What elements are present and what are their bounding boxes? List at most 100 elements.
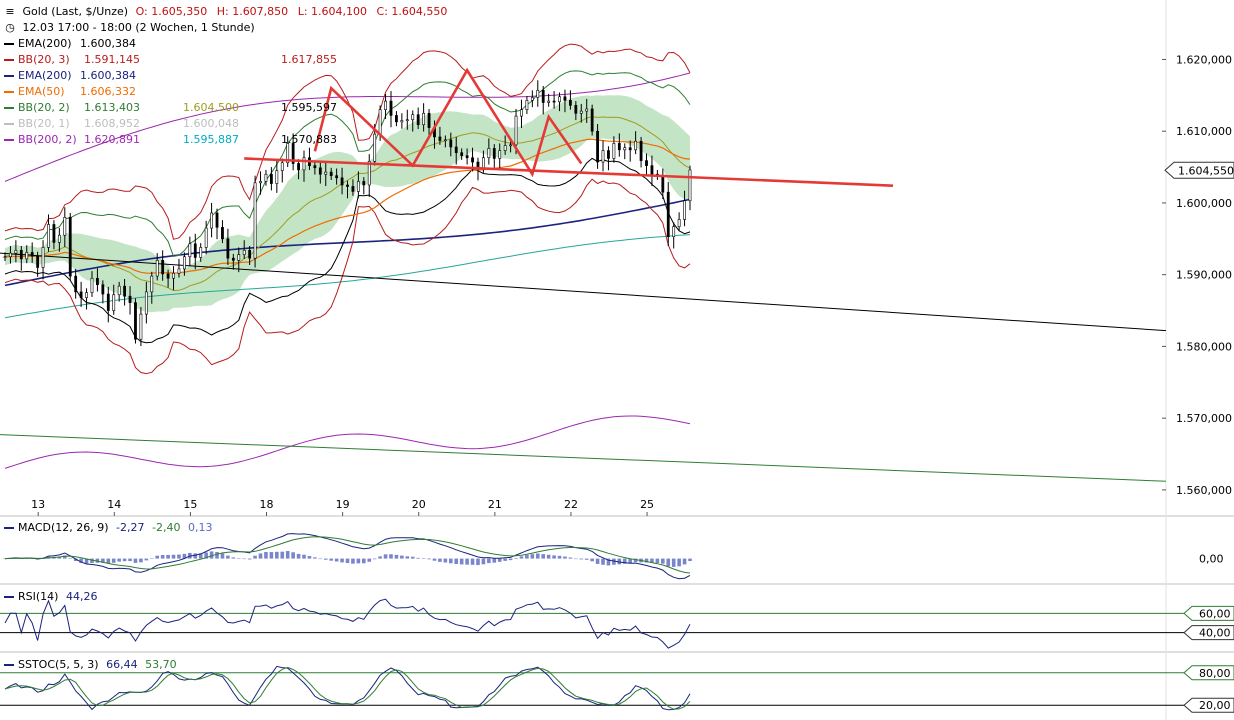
candle: [460, 152, 464, 156]
candle: [552, 100, 556, 103]
macd-histogram-bar: [226, 555, 230, 559]
macd-histogram-bar: [389, 554, 393, 559]
candle: [3, 256, 7, 259]
legend-value: 1.620,891: [84, 133, 140, 146]
macd-histogram-bar: [128, 558, 132, 562]
indicator-level-tag: [1183, 625, 1234, 641]
macd-histogram-bar: [606, 558, 611, 566]
macd-histogram-bar: [302, 554, 306, 559]
legend-value: 1.600,384: [80, 69, 136, 82]
candle: [275, 170, 279, 184]
legend-row: EMA(200) 1.600,384: [4, 68, 447, 84]
candle: [231, 257, 235, 261]
macd-histogram-bar: [367, 558, 372, 562]
candle: [106, 293, 110, 311]
legend-label: EMA(200): [18, 69, 72, 82]
candle: [634, 140, 638, 151]
macd-histogram-bar: [84, 558, 89, 564]
candle: [210, 212, 213, 229]
candle: [672, 226, 676, 237]
sstoc-label: SSTOC(5, 5, 3): [18, 658, 99, 671]
candle: [416, 114, 420, 126]
candle: [161, 260, 165, 275]
legend-label: BB(20, 1): [18, 117, 70, 130]
macd-histogram-bar: [563, 556, 567, 559]
legend-label: BB(20, 2): [18, 101, 70, 114]
macd-histogram-bar: [90, 558, 94, 563]
macd-histogram-bar: [584, 558, 589, 560]
macd-histogram-bar: [628, 558, 632, 564]
macd-histogram-bar: [633, 558, 638, 563]
legend-row: BB(20, 2) 1.613,403 1.604,500 1.595,597: [4, 100, 447, 116]
macd-histogram-bar: [465, 558, 469, 565]
candle: [536, 90, 540, 98]
macd-label-row: MACD(12, 26, 9) -2,27 -2,40 0,13: [4, 521, 212, 534]
header-row: ≡ Gold (Last, $/Unze) O: 1.605,350 H: 1.…: [4, 4, 447, 20]
candle: [612, 143, 616, 159]
macd-histogram-bar: [508, 558, 513, 561]
candle: [558, 96, 561, 103]
macd-histogram-bar: [410, 556, 415, 559]
macd-histogram-bar: [63, 555, 67, 559]
candle: [324, 171, 328, 175]
rsi-value: 44,26: [65, 590, 98, 603]
macd-histogram-bar: [514, 558, 518, 559]
candle: [204, 227, 208, 248]
candle: [617, 143, 621, 151]
macd-histogram-bar: [334, 558, 339, 562]
macd-histogram-bar: [351, 558, 355, 564]
candle: [465, 155, 469, 159]
macd-histogram-bar: [378, 556, 382, 559]
macd-histogram-bar: [612, 558, 616, 565]
x-tick-label: 13: [31, 498, 45, 511]
macd-histogram-bar: [133, 558, 138, 563]
macd-histogram-bar: [552, 555, 556, 559]
candle: [329, 171, 333, 176]
candle: [25, 252, 29, 260]
candle: [68, 216, 72, 277]
macd-histogram-bar: [432, 558, 437, 561]
macd-histogram-bar: [198, 553, 203, 559]
macd-histogram-bar: [661, 558, 665, 564]
macd-histogram-bar: [546, 554, 551, 559]
macd-histogram-bar: [688, 558, 692, 562]
candle: [400, 120, 404, 123]
candle: [79, 291, 83, 298]
macd-histogram-bar: [601, 558, 605, 565]
candle: [101, 284, 105, 295]
candle: [253, 182, 257, 259]
x-tick-label: 19: [336, 498, 350, 511]
candle: [193, 243, 197, 258]
candle: [340, 177, 344, 186]
candle: [628, 147, 632, 151]
candle: [574, 105, 578, 114]
candle: [52, 224, 56, 243]
candle: [242, 249, 246, 255]
macd-histogram-bar: [117, 558, 121, 562]
legend-value: 1.570,883: [281, 133, 337, 146]
candle: [579, 110, 583, 114]
macd-histogram-bar: [535, 553, 540, 559]
macd-histogram-bar: [655, 558, 660, 563]
macd-histogram-bar: [427, 558, 431, 560]
candle: [666, 191, 670, 237]
macd-histogram-bar: [264, 552, 268, 559]
candle: [90, 277, 94, 293]
macd-histogram-bar: [236, 558, 241, 559]
candle: [367, 161, 371, 186]
legend-swatch: [4, 91, 14, 93]
x-tick-label: 20: [412, 498, 426, 511]
macd-histogram-bar: [503, 558, 507, 561]
rsi-label: RSI(14): [18, 590, 59, 603]
high-value: H: 1.607,850: [216, 5, 289, 18]
macd-histogram-bar: [622, 558, 627, 564]
sstoc-d-line: [4, 666, 691, 710]
legend-row: BB(200, 2) 1.620,891 1.595,887 1.570,883: [4, 132, 447, 148]
candle: [645, 160, 648, 166]
macd-histogram-bar: [122, 558, 127, 562]
macd-histogram-bar: [155, 555, 160, 559]
candle: [248, 249, 252, 259]
candle: [346, 184, 349, 187]
macd-histogram-bar: [220, 553, 225, 559]
